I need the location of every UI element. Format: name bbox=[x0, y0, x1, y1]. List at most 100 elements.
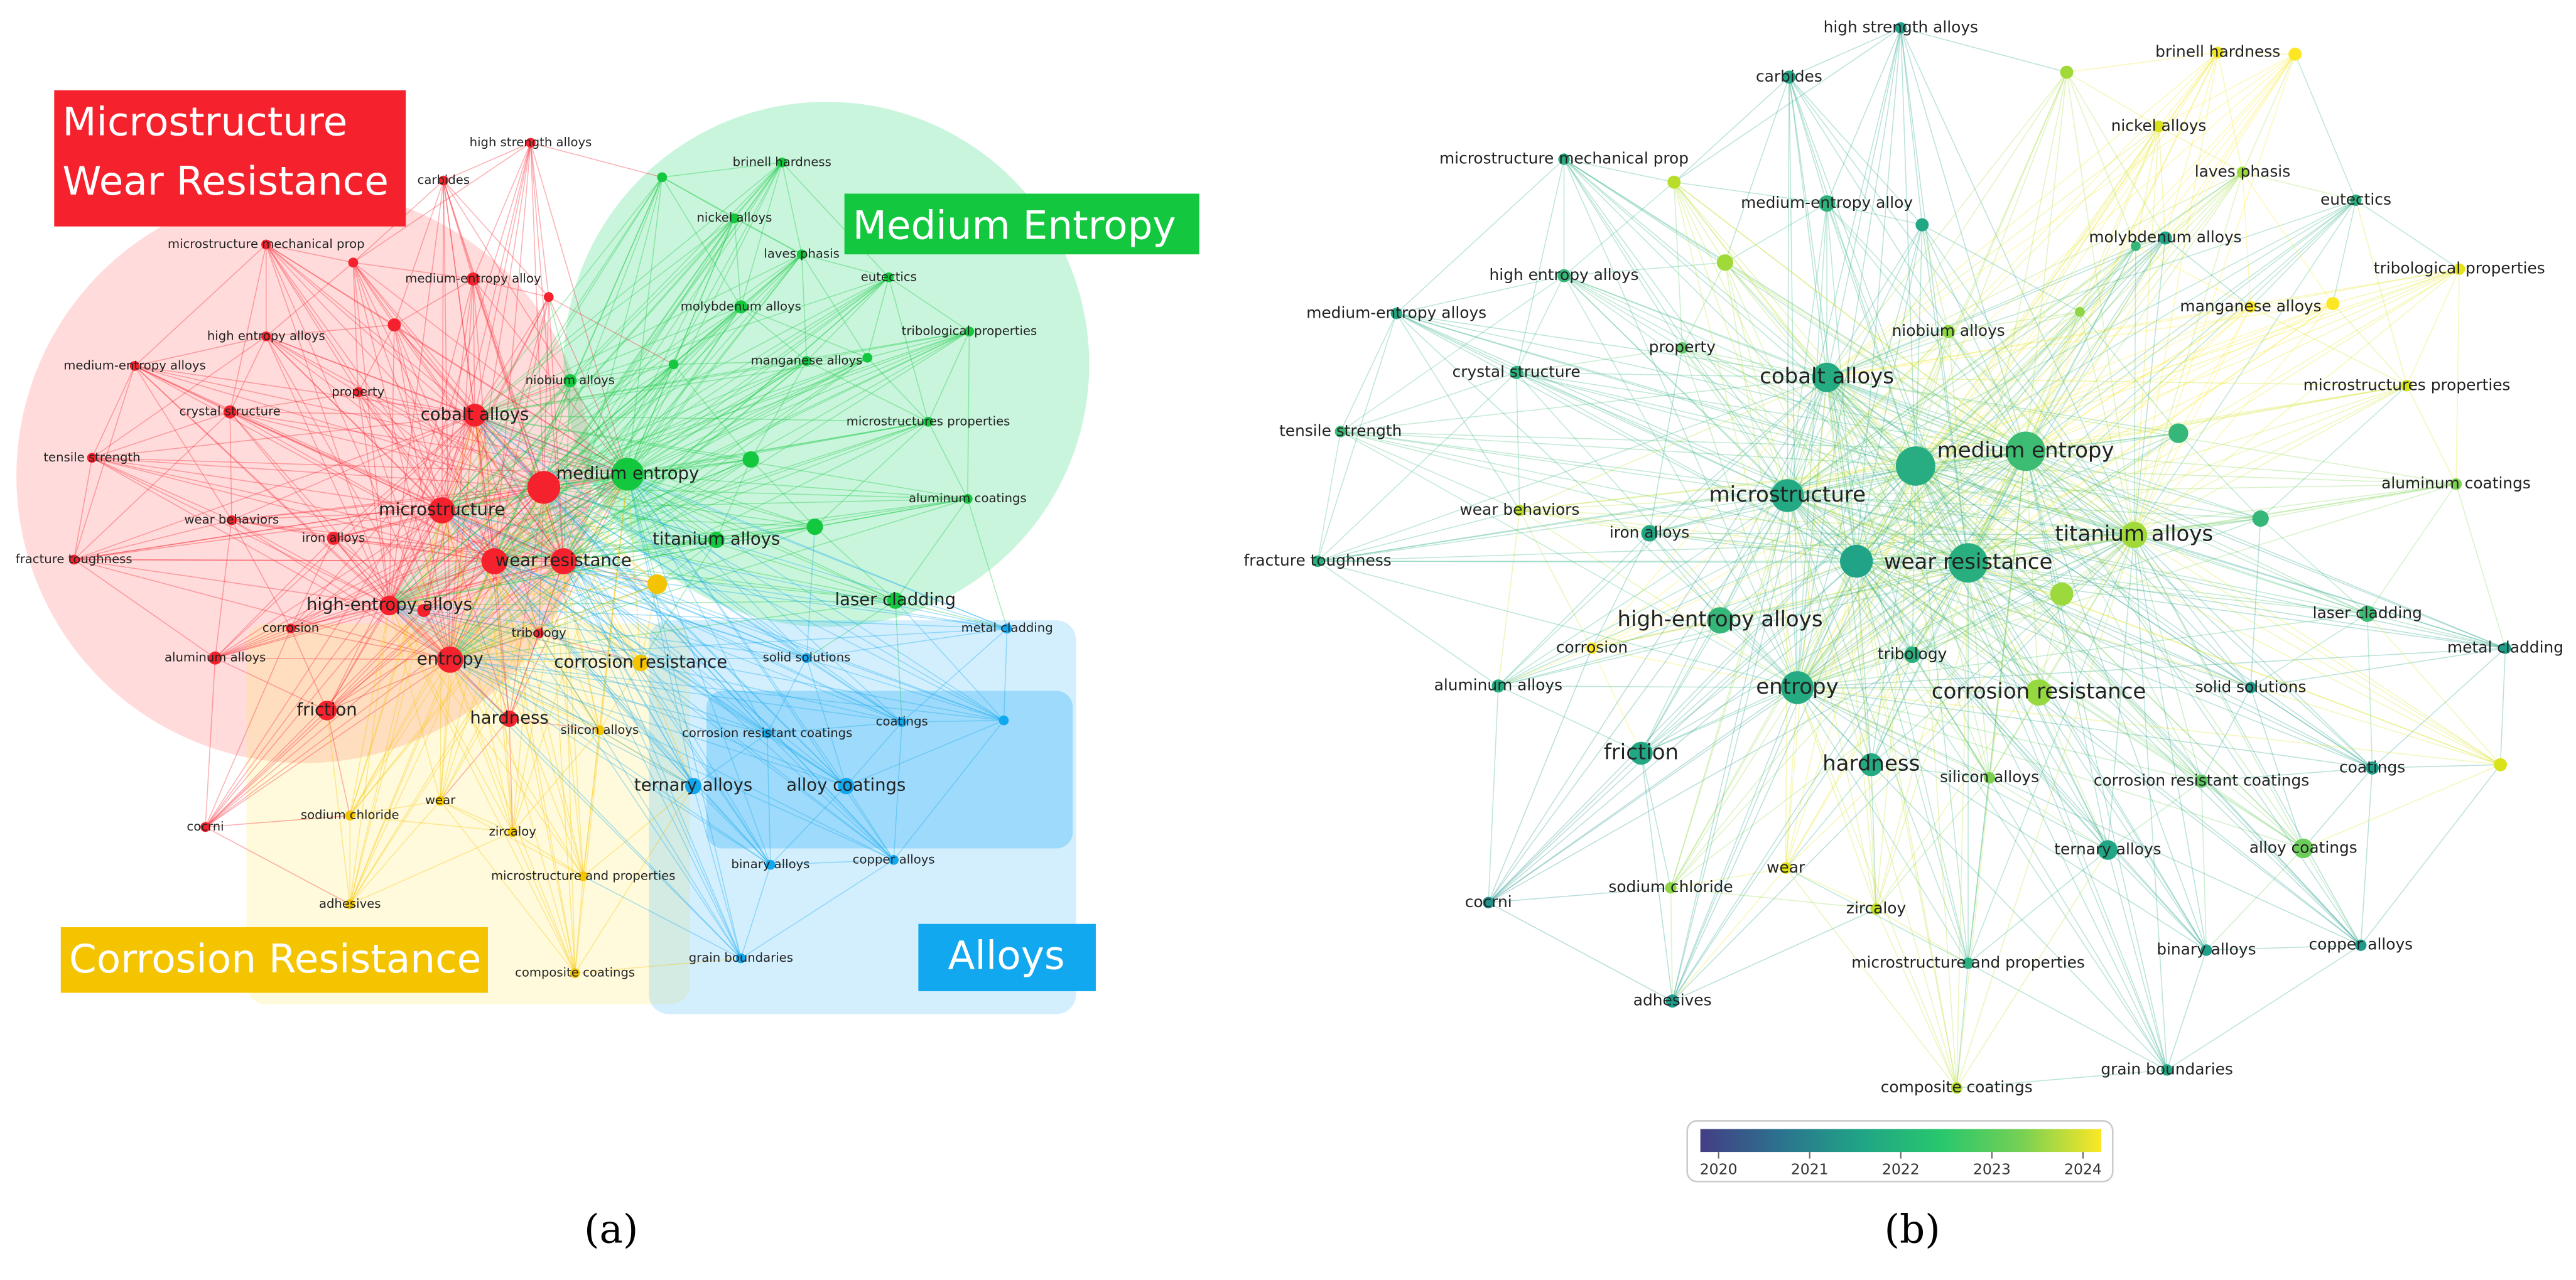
edge bbox=[1912, 534, 2135, 655]
edge bbox=[2025, 451, 2062, 594]
node bbox=[543, 292, 554, 302]
edge bbox=[1591, 562, 1969, 649]
edge bbox=[389, 180, 445, 606]
edge bbox=[2242, 172, 2334, 304]
edge bbox=[1915, 237, 2166, 466]
edge bbox=[1724, 203, 1827, 263]
edge bbox=[1922, 224, 2027, 452]
cluster-area bbox=[16, 188, 592, 763]
edge bbox=[1682, 347, 1916, 467]
edge bbox=[266, 262, 354, 337]
edge bbox=[2025, 385, 2407, 452]
node bbox=[1904, 646, 1921, 664]
edge bbox=[73, 559, 390, 606]
edge bbox=[563, 357, 868, 562]
edge bbox=[2079, 311, 2179, 434]
edge bbox=[1900, 28, 2027, 452]
edge bbox=[967, 498, 1008, 629]
edge bbox=[474, 414, 815, 527]
edge bbox=[563, 459, 751, 562]
node bbox=[1771, 479, 1804, 512]
edge bbox=[290, 473, 628, 629]
edge bbox=[543, 487, 717, 541]
node bbox=[595, 725, 605, 736]
node bbox=[1483, 896, 1495, 908]
edge bbox=[563, 306, 742, 562]
node-label: coatings bbox=[2339, 758, 2405, 776]
edge bbox=[357, 392, 495, 562]
edge bbox=[1856, 561, 2207, 951]
edge bbox=[389, 306, 742, 606]
edge bbox=[750, 360, 808, 460]
node-label: grain boundaries bbox=[689, 950, 793, 965]
edge bbox=[1641, 687, 1798, 754]
edge bbox=[349, 561, 564, 905]
node-label: medium-entropy alloy bbox=[405, 271, 541, 286]
edge bbox=[1870, 765, 1877, 910]
edge bbox=[543, 487, 768, 734]
node bbox=[1558, 153, 1570, 165]
edge bbox=[229, 411, 390, 606]
node-label: crystal structure bbox=[1453, 362, 1581, 380]
node bbox=[563, 374, 577, 387]
edge bbox=[1674, 181, 1789, 496]
edge bbox=[1797, 224, 1923, 688]
edge bbox=[2250, 519, 2261, 688]
edge bbox=[494, 177, 663, 562]
edge bbox=[443, 180, 629, 475]
edge bbox=[563, 498, 968, 562]
edge bbox=[2406, 269, 2460, 386]
edge bbox=[353, 142, 531, 263]
edge bbox=[1787, 495, 1872, 765]
edge bbox=[1915, 466, 1969, 964]
edge bbox=[1797, 687, 2039, 693]
edge bbox=[1672, 561, 1857, 1001]
node-label: copper alloys bbox=[853, 852, 935, 866]
edge bbox=[563, 561, 694, 787]
edge bbox=[441, 510, 564, 562]
edge bbox=[443, 180, 544, 488]
node bbox=[2097, 840, 2118, 860]
edge bbox=[205, 815, 350, 828]
node-label: niobium alloys bbox=[1892, 321, 2005, 340]
edge bbox=[1826, 237, 2166, 378]
edge bbox=[574, 876, 584, 974]
edge bbox=[472, 278, 628, 475]
edge bbox=[902, 719, 1004, 723]
edge bbox=[450, 659, 771, 866]
edge bbox=[1672, 687, 1798, 1001]
edge bbox=[1787, 311, 2081, 497]
edge bbox=[1787, 306, 2251, 497]
node-label: laser cladding bbox=[2313, 604, 2422, 622]
edge bbox=[2166, 950, 2207, 1070]
edge bbox=[1563, 159, 1683, 348]
edge bbox=[441, 510, 896, 601]
edge bbox=[1787, 495, 1969, 564]
edge bbox=[2217, 52, 2243, 173]
edge bbox=[543, 162, 782, 488]
edge bbox=[2360, 768, 2373, 945]
edge bbox=[290, 561, 495, 629]
edge bbox=[2025, 52, 2219, 452]
edge bbox=[1785, 687, 1798, 868]
node-label: tribology bbox=[1878, 645, 1947, 663]
edge bbox=[1340, 431, 2135, 535]
edge bbox=[389, 380, 571, 606]
edge bbox=[1797, 654, 1913, 689]
edge bbox=[1787, 433, 2179, 497]
edge bbox=[1682, 347, 1827, 379]
edge bbox=[583, 785, 694, 877]
edge bbox=[394, 325, 443, 511]
edge bbox=[389, 605, 807, 659]
edge bbox=[627, 364, 674, 475]
edge bbox=[349, 415, 475, 905]
edge bbox=[357, 392, 451, 660]
edge bbox=[1915, 466, 1957, 1089]
edge bbox=[1673, 182, 1683, 348]
node bbox=[534, 628, 544, 638]
edge bbox=[1856, 561, 1957, 1089]
edge bbox=[1682, 347, 1969, 564]
edge bbox=[2367, 613, 2506, 649]
node-label: zircaloy bbox=[1846, 899, 1906, 917]
edge bbox=[441, 510, 894, 861]
